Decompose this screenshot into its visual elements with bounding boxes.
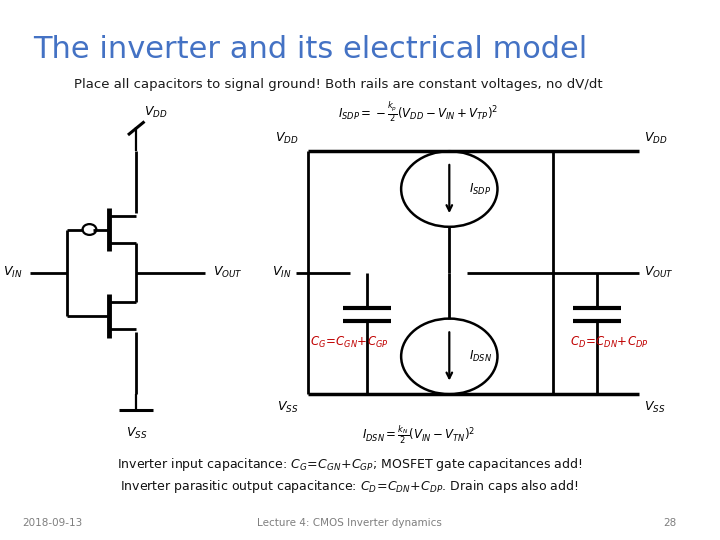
Text: $V_{DD}$: $V_{DD}$ — [145, 105, 168, 120]
Text: $V_{OUT}$: $V_{OUT}$ — [644, 265, 674, 280]
Text: $I_{SDP}$: $I_{SDP}$ — [469, 181, 490, 197]
Text: $V_{SS}$: $V_{SS}$ — [125, 426, 147, 441]
Text: $V_{IN}$: $V_{IN}$ — [271, 265, 291, 280]
Text: $V_{DD}$: $V_{DD}$ — [644, 131, 667, 146]
Text: $I_{DSN} = \frac{k_N}{2}(V_{IN}-V_{TN})^2$: $I_{DSN} = \frac{k_N}{2}(V_{IN}-V_{TN})^… — [361, 424, 475, 447]
Text: $I_{SDP} = -\frac{k_p}{2}(V_{DD}-V_{IN}+V_{TP})^2$: $I_{SDP} = -\frac{k_p}{2}(V_{DD}-V_{IN}+… — [338, 100, 498, 124]
Text: Place all capacitors to signal ground! Both rails are constant voltages, no dV/d: Place all capacitors to signal ground! B… — [74, 78, 603, 91]
Text: $V_{SS}$: $V_{SS}$ — [644, 400, 665, 415]
Text: $C_D\!=\!C_{DN}\!+\!C_{DP}$: $C_D\!=\!C_{DN}\!+\!C_{DP}$ — [570, 335, 649, 350]
Text: The inverter and its electrical model: The inverter and its electrical model — [33, 35, 588, 64]
Text: $I_{DSN}$: $I_{DSN}$ — [469, 349, 492, 364]
Text: Inverter parasitic output capacitance: $C_D\!=\!C_{DN}\!+\!C_{DP}$. Drain caps a: Inverter parasitic output capacitance: $… — [120, 478, 579, 495]
Text: $C_G\!=\!C_{GN}\!+\!C_{GP}$: $C_G\!=\!C_{GN}\!+\!C_{GP}$ — [310, 335, 389, 350]
Text: Inverter input capacitance: $C_G\!=\!C_{GN}\!+\!C_{GP}$; MOSFET gate capacitance: Inverter input capacitance: $C_G\!=\!C_{… — [117, 456, 582, 473]
Text: 2018-09-13: 2018-09-13 — [23, 518, 83, 528]
Text: $V_{SS}$: $V_{SS}$ — [277, 400, 299, 415]
Text: $V_{OUT}$: $V_{OUT}$ — [213, 265, 243, 280]
Text: $V_{DD}$: $V_{DD}$ — [275, 131, 299, 146]
Text: $V_{IN}$: $V_{IN}$ — [4, 265, 23, 280]
Text: Lecture 4: CMOS Inverter dynamics: Lecture 4: CMOS Inverter dynamics — [257, 518, 442, 528]
Text: 28: 28 — [663, 518, 676, 528]
